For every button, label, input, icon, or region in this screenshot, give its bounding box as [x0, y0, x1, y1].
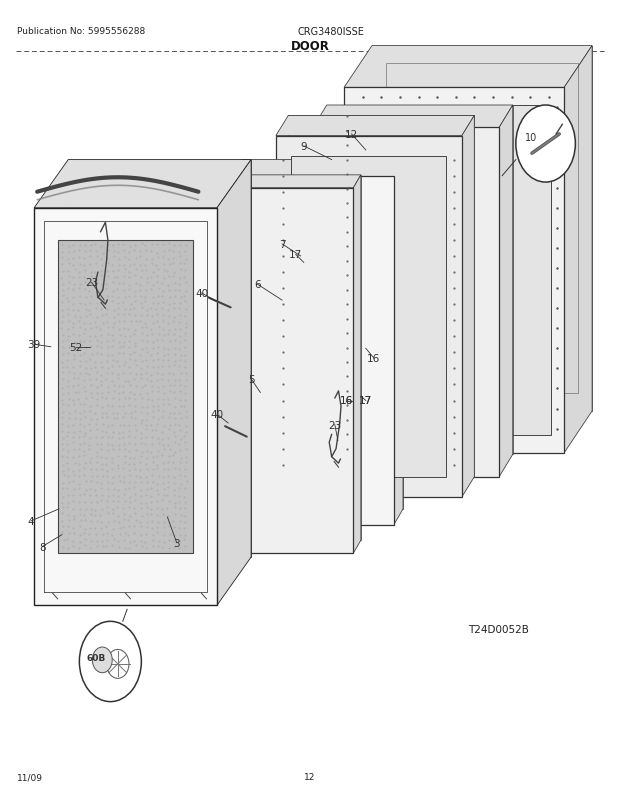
- Text: 4: 4: [28, 516, 34, 526]
- Polygon shape: [462, 116, 474, 497]
- Text: 23: 23: [328, 420, 342, 430]
- Polygon shape: [34, 209, 217, 606]
- Polygon shape: [344, 88, 564, 453]
- Text: 6: 6: [254, 280, 260, 290]
- Polygon shape: [197, 176, 361, 541]
- Text: 16: 16: [339, 396, 353, 406]
- Text: 11/09: 11/09: [17, 772, 43, 781]
- Text: 40: 40: [210, 410, 224, 419]
- Polygon shape: [68, 160, 251, 557]
- Polygon shape: [58, 241, 193, 553]
- Polygon shape: [217, 160, 251, 606]
- Text: 52: 52: [69, 342, 82, 352]
- Polygon shape: [499, 106, 513, 477]
- Polygon shape: [372, 47, 592, 411]
- Text: 17: 17: [359, 396, 373, 406]
- Text: 16: 16: [339, 396, 353, 406]
- Text: Publication No: 5995556288: Publication No: 5995556288: [17, 27, 146, 36]
- Text: 12: 12: [345, 130, 358, 140]
- Text: 17: 17: [289, 250, 303, 260]
- Text: CRG3480ISSE: CRG3480ISSE: [298, 27, 365, 37]
- Text: 7: 7: [279, 240, 285, 249]
- Polygon shape: [232, 160, 403, 176]
- Polygon shape: [288, 116, 474, 477]
- Text: 10: 10: [525, 133, 537, 143]
- Text: 39: 39: [27, 340, 41, 350]
- Polygon shape: [564, 47, 592, 453]
- Polygon shape: [313, 128, 499, 477]
- Circle shape: [79, 622, 141, 702]
- Polygon shape: [327, 106, 513, 455]
- Polygon shape: [276, 116, 474, 136]
- Polygon shape: [34, 160, 251, 209]
- Text: 8: 8: [39, 542, 45, 552]
- Text: T24D0052B: T24D0052B: [468, 625, 529, 634]
- Text: 17: 17: [359, 396, 373, 406]
- Polygon shape: [276, 136, 462, 497]
- Text: 9: 9: [301, 142, 307, 152]
- Text: 3: 3: [174, 538, 180, 548]
- Polygon shape: [189, 188, 353, 553]
- Polygon shape: [232, 176, 394, 525]
- Polygon shape: [189, 176, 361, 188]
- Polygon shape: [394, 160, 403, 525]
- Polygon shape: [313, 106, 513, 128]
- Text: 40: 40: [195, 289, 208, 298]
- Polygon shape: [344, 47, 592, 88]
- Text: DOOR: DOOR: [291, 40, 329, 53]
- Text: 12: 12: [304, 772, 316, 781]
- Text: 60B: 60B: [86, 653, 106, 662]
- Polygon shape: [291, 156, 446, 477]
- Polygon shape: [242, 160, 403, 509]
- Text: eReplacementParts.com: eReplacementParts.com: [176, 398, 363, 412]
- Circle shape: [516, 106, 575, 183]
- Polygon shape: [358, 106, 551, 435]
- Text: 5: 5: [248, 375, 254, 384]
- Circle shape: [92, 647, 112, 673]
- Text: 16: 16: [367, 354, 381, 363]
- Text: 23: 23: [85, 278, 99, 288]
- Polygon shape: [353, 176, 361, 553]
